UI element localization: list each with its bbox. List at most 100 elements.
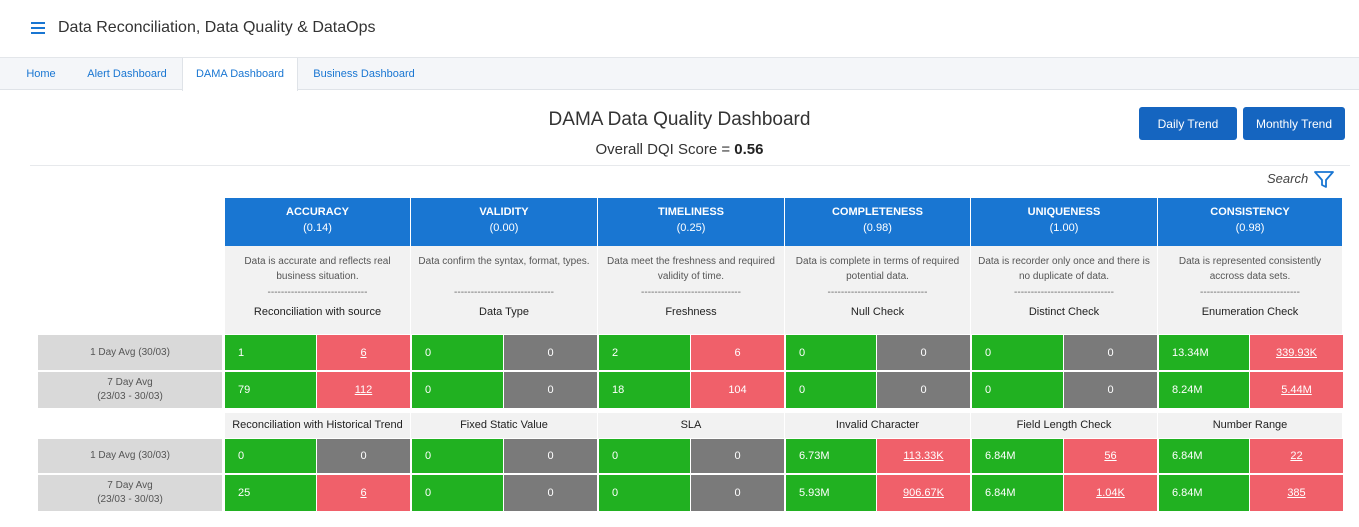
value-cell-pass: 2: [599, 335, 690, 370]
cell-value: 0: [1107, 346, 1114, 359]
value-cell-neutral: 0: [504, 335, 597, 370]
cell-value: 79: [238, 384, 251, 396]
value-cell-fail[interactable]: 5.44M: [1250, 372, 1343, 408]
dim-header-timeliness: TIMELINESS (0.25): [598, 198, 785, 246]
cell-value: 104: [728, 384, 747, 396]
filter-icon[interactable]: [1314, 171, 1334, 189]
dim-desc-uniqueness: Data is recorder only once and there is …: [971, 246, 1158, 334]
cell-value: 1: [238, 346, 245, 359]
cell-value: 8.24M: [1172, 384, 1203, 396]
cell-value: 0: [547, 384, 554, 396]
cell-value: 0: [920, 346, 927, 359]
value-cell-fail[interactable]: 6: [317, 475, 410, 511]
cell-value: 0: [547, 450, 554, 462]
cell-value-link[interactable]: 56: [1104, 450, 1117, 462]
row-label: 7 Day Avg (23/03 - 30/03): [38, 475, 222, 511]
value-cell-pass: 1: [225, 335, 316, 370]
cell-value: 18: [612, 384, 625, 396]
row-label-range: (23/03 - 30/03): [97, 391, 163, 402]
cell-value-link[interactable]: 6: [360, 346, 367, 359]
value-cell-fail[interactable]: 385: [1250, 475, 1343, 511]
dash-divider: ------------------------------: [454, 287, 554, 298]
value-cell-neutral: 0: [504, 372, 597, 408]
tab-bar: Home Alert Dashboard DAMA Dashboard Busi…: [0, 57, 1359, 91]
check-name: Distinct Check: [1028, 306, 1100, 318]
dqi-value: 0.56: [734, 141, 764, 158]
cell-value: 0: [612, 450, 619, 462]
cell-value: 0: [1107, 384, 1114, 396]
value-cell-fail[interactable]: 56: [1064, 439, 1157, 473]
cell-value-link[interactable]: 1.04K: [1096, 487, 1125, 499]
tab-dama-dashboard[interactable]: DAMA Dashboard: [182, 58, 298, 91]
value-cell-pass: 25: [225, 475, 316, 511]
cell-value-link[interactable]: 339.93K: [1276, 346, 1317, 359]
dash-divider: ------------------------------: [267, 287, 368, 298]
hamburger-menu-icon[interactable]: [31, 22, 45, 34]
value-cell-pass: 0: [225, 439, 316, 473]
dim-description: Data confirm the syntax, format, types.: [418, 256, 590, 267]
cell-value: 0: [985, 384, 992, 396]
dim-name: CONSISTENCY: [1210, 206, 1290, 218]
cell-value: 5.93M: [799, 487, 830, 499]
dim-score: (0.14): [303, 222, 332, 234]
dim-desc-accuracy: Data is accurate and reflects real busin…: [225, 246, 411, 334]
cell-value: 25: [238, 487, 251, 499]
cell-value: 0: [425, 487, 432, 499]
value-cell-fail[interactable]: 339.93K: [1250, 335, 1343, 370]
dim-score: (1.00): [1049, 222, 1079, 234]
row-label-range: (23/03 - 30/03): [97, 494, 163, 505]
check-header-timeliness: SLA: [598, 413, 785, 438]
dim-desc-consistency: Data is represented consistently accross…: [1158, 246, 1343, 334]
check-name: Freshness: [665, 306, 717, 318]
cell-value-link[interactable]: 6: [360, 487, 367, 499]
cell-value: 13.34M: [1172, 346, 1209, 359]
search-label: Search: [1267, 171, 1309, 186]
monthly-trend-button[interactable]: Monthly Trend: [1243, 107, 1345, 140]
dash-divider: ------------------------------: [1014, 287, 1114, 298]
value-cell-fail[interactable]: 22: [1250, 439, 1343, 473]
dim-header-accuracy: ACCURACY (0.14): [225, 198, 411, 246]
tab-home[interactable]: Home: [26, 68, 56, 80]
cell-value-link[interactable]: 385: [1287, 487, 1306, 499]
cell-value-link[interactable]: 5.44M: [1281, 384, 1312, 396]
tab-alert-dashboard[interactable]: Alert Dashboard: [87, 68, 167, 80]
value-cell-fail[interactable]: 1.04K: [1064, 475, 1157, 511]
cell-value: 0: [734, 487, 741, 499]
cell-value: 0: [734, 450, 741, 462]
tab-business-dashboard[interactable]: Business Dashboard: [313, 68, 415, 80]
value-cell-pass: 0: [786, 372, 876, 408]
cell-value-link[interactable]: 22: [1290, 450, 1303, 462]
dim-name: TIMELINESS: [657, 206, 724, 218]
cell-value-link[interactable]: 112: [354, 384, 373, 396]
value-cell-pass: 6.84M: [1159, 475, 1249, 511]
value-cell-fail[interactable]: 906.67K: [877, 475, 970, 511]
daily-trend-button[interactable]: Daily Trend: [1139, 107, 1237, 140]
value-cell-pass: 6.84M: [1159, 439, 1249, 473]
row-label: 7 Day Avg (23/03 - 30/03): [38, 372, 222, 408]
value-cell-pass: 0: [412, 439, 503, 473]
cell-value: 0: [547, 487, 554, 499]
value-cell-pass: 8.24M: [1159, 372, 1249, 408]
dim-name: VALIDITY: [479, 206, 529, 218]
value-cell-fail[interactable]: 112: [317, 372, 410, 408]
value-cell-pass: 79: [225, 372, 316, 408]
cell-value: 0: [425, 450, 432, 462]
dqi-score: Overall DQI Score = 0.56: [0, 141, 1359, 158]
value-cell-pass: 0: [599, 439, 690, 473]
cell-value: 6.84M: [985, 487, 1016, 499]
value-cell-pass: 5.93M: [786, 475, 876, 511]
dim-desc-completeness: Data is complete in terms of required po…: [785, 246, 971, 334]
value-cell-neutral: 0: [1064, 372, 1157, 408]
value-cell-pass: 0: [412, 372, 503, 408]
dash-divider: ------------------------------: [1200, 287, 1300, 298]
cell-value-link[interactable]: 113.33K: [903, 450, 944, 462]
value-cell-fail[interactable]: 113.33K: [877, 439, 970, 473]
check-header-consistency: Number Range: [1158, 413, 1343, 438]
cell-value: 0: [547, 346, 554, 359]
cell-value: 0: [985, 346, 992, 359]
dim-score: (0.25): [676, 222, 706, 234]
value-cell-fail[interactable]: 6: [317, 335, 410, 370]
cell-value-link[interactable]: 906.67K: [903, 487, 944, 499]
dqi-label: Overall DQI Score =: [595, 141, 735, 158]
row-label: 1 Day Avg (30/03): [38, 335, 222, 370]
